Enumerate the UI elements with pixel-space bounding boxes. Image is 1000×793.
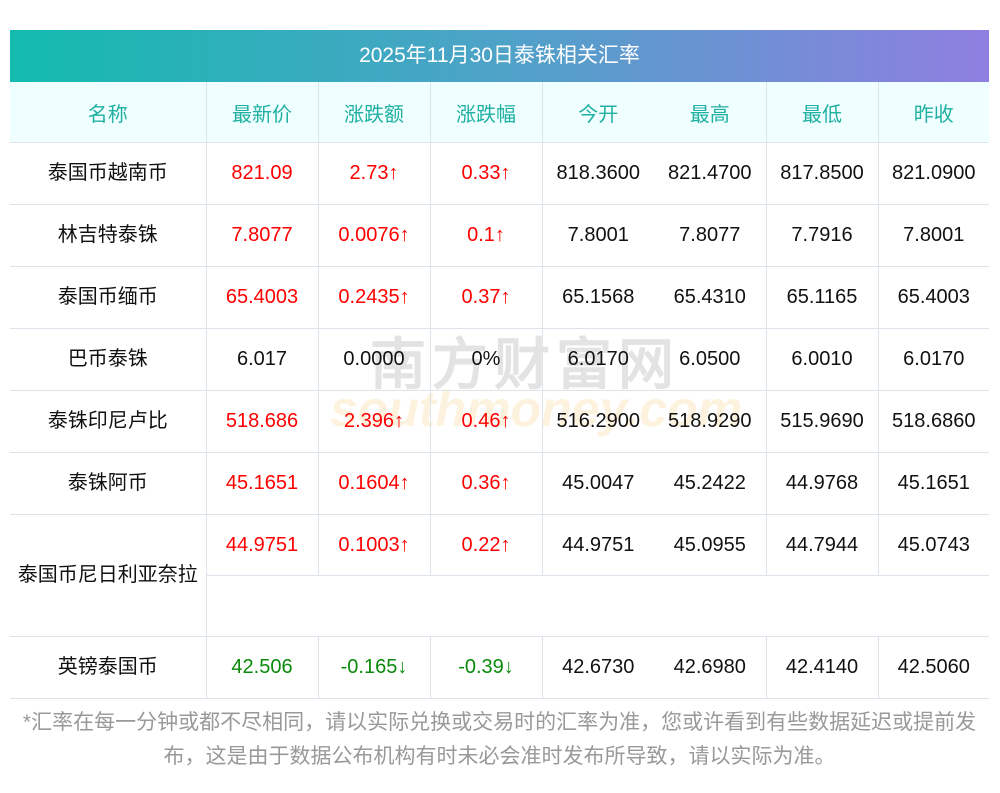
cell-change: 0.1003↑ [317, 514, 430, 576]
cell-low: 6.0010 [765, 328, 878, 391]
cell-prev: 42.5060 [877, 636, 989, 699]
table-row: 巴币泰铢 6.017 0.0000 0% 6.0170 6.0500 6.0010 6.017… [10, 328, 989, 391]
cell-name: 泰国币缅币 [10, 266, 206, 329]
header-open: 今开 [541, 82, 654, 143]
cell-open: 6.0170 [541, 328, 654, 391]
cell-low: 817.8500 [765, 142, 878, 205]
empty-cell [205, 575, 989, 637]
header-pct: 涨跌幅 [429, 82, 542, 143]
cell-prev: 821.0900 [877, 142, 989, 205]
header-high: 最高 [654, 82, 766, 143]
table-row: 泰国币尼日利亚奈拉 44.9751 0.1003↑ 0.22↑ 44.9751 45.09… [10, 514, 989, 637]
table-row: 泰国币越南币 821.09 2.73↑ 0.33↑ 818.3600 821.4700 81… [10, 142, 989, 205]
cell-latest: 6.017 [205, 328, 318, 391]
table-row: 英镑泰国币 42.506 -0.165↓ -0.39↓ 42.6730 42.6980 42… [10, 636, 989, 699]
cell-low: 44.7944 [765, 514, 878, 576]
header-latest: 最新价 [205, 82, 318, 143]
cell-name: 英镑泰国币 [10, 636, 206, 699]
cell-change: 2.73↑ [317, 142, 430, 205]
cell-change: 0.2435↑ [317, 266, 430, 329]
cell-change: 0.0076↑ [317, 204, 430, 267]
cell-change: 2.396↑ [317, 390, 430, 453]
cell-low: 42.4140 [765, 636, 878, 699]
cell-high: 518.9290 [654, 390, 766, 453]
table-header-row: 名称 最新价 涨跌额 涨跌幅 今开 最高 最低 昨收 [10, 82, 989, 143]
cell-high: 7.8077 [654, 204, 766, 267]
cell-pct: -0.39↓ [429, 636, 542, 699]
cell-name: 泰国币尼日利亚奈拉 [10, 514, 206, 637]
cell-pct: 0.33↑ [429, 142, 542, 205]
cell-latest: 42.506 [205, 636, 318, 699]
header-change: 涨跌额 [317, 82, 430, 143]
cell-open: 65.1568 [541, 266, 654, 329]
cell-name: 泰铢印尼卢比 [10, 390, 206, 453]
cell-open: 42.6730 [541, 636, 654, 699]
cell-prev: 6.0170 [877, 328, 989, 391]
cell-open: 44.9751 [541, 514, 654, 576]
table-row: 泰铢阿币 45.1651 0.1604↑ 0.36↑ 45.0047 45.2422 44.… [10, 452, 989, 515]
cell-high: 42.6980 [654, 636, 766, 699]
cell-prev: 65.4003 [877, 266, 989, 329]
cell-pct: 0.46↑ [429, 390, 542, 453]
cell-latest: 45.1651 [205, 452, 318, 515]
footnote: *汇率在每一分钟或都不尽相同，请以实际兑换或交易时的汇率为准，您或许看到有些数据… [22, 711, 977, 768]
cell-prev: 518.6860 [877, 390, 989, 453]
cell-pct: 0.1↑ [429, 204, 542, 267]
cell-high: 821.4700 [654, 142, 766, 205]
cell-latest: 518.686 [205, 390, 318, 453]
cell-high: 45.2422 [654, 452, 766, 515]
cell-high: 65.4310 [654, 266, 766, 329]
cell-low: 44.9768 [765, 452, 878, 515]
page-title: 2025年11月30日泰铢相关汇率 [10, 30, 989, 82]
cell-change: 0.1604↑ [317, 452, 430, 515]
header-prev: 昨收 [877, 82, 989, 143]
cell-high: 45.0955 [654, 514, 766, 576]
cell-change: -0.165↓ [317, 636, 430, 699]
table-row: 林吉特泰铢 7.8077 0.0076↑ 0.1↑ 7.8001 7.8077 7.7916… [10, 204, 989, 267]
cell-name: 林吉特泰铢 [10, 204, 206, 267]
cell-open: 45.0047 [541, 452, 654, 515]
header-low: 最低 [765, 82, 878, 143]
cell-open: 7.8001 [541, 204, 654, 267]
cell-name: 泰铢阿币 [10, 452, 206, 515]
cell-low: 65.1165 [765, 266, 878, 329]
cell-name: 泰国币越南币 [10, 142, 206, 205]
table-row-continuation [10, 575, 989, 637]
cell-prev: 45.1651 [877, 452, 989, 515]
cell-latest: 821.09 [205, 142, 318, 205]
cell-low: 515.9690 [765, 390, 878, 453]
cell-pct: 0% [429, 328, 542, 391]
cell-latest: 65.4003 [205, 266, 318, 329]
cell-pct: 0.22↑ [429, 514, 542, 576]
exchange-rate-table: 名称 最新价 涨跌额 涨跌幅 今开 最高 最低 昨收 泰国币越南币 821.09 2… [10, 82, 989, 699]
cell-low: 7.7916 [765, 204, 878, 267]
table-row: 泰国币缅币 65.4003 0.2435↑ 0.37↑ 65.1568 65.4310 65… [10, 266, 989, 329]
header-name: 名称 [10, 82, 206, 143]
cell-prev: 45.0743 [877, 514, 989, 576]
cell-pct: 0.37↑ [429, 266, 542, 329]
table-row: 泰铢印尼卢比 518.686 2.396↑ 0.46↑ 516.2900 518.9290… [10, 390, 989, 453]
cell-name: 巴币泰铢 [10, 328, 206, 391]
cell-prev: 7.8001 [877, 204, 989, 267]
cell-latest: 44.9751 [205, 514, 318, 576]
cell-pct: 0.36↑ [429, 452, 542, 515]
cell-high: 6.0500 [654, 328, 766, 391]
cell-change: 0.0000 [317, 328, 430, 391]
cell-open: 818.3600 [541, 142, 654, 205]
cell-open: 516.2900 [541, 390, 654, 453]
cell-latest: 7.8077 [205, 204, 318, 267]
